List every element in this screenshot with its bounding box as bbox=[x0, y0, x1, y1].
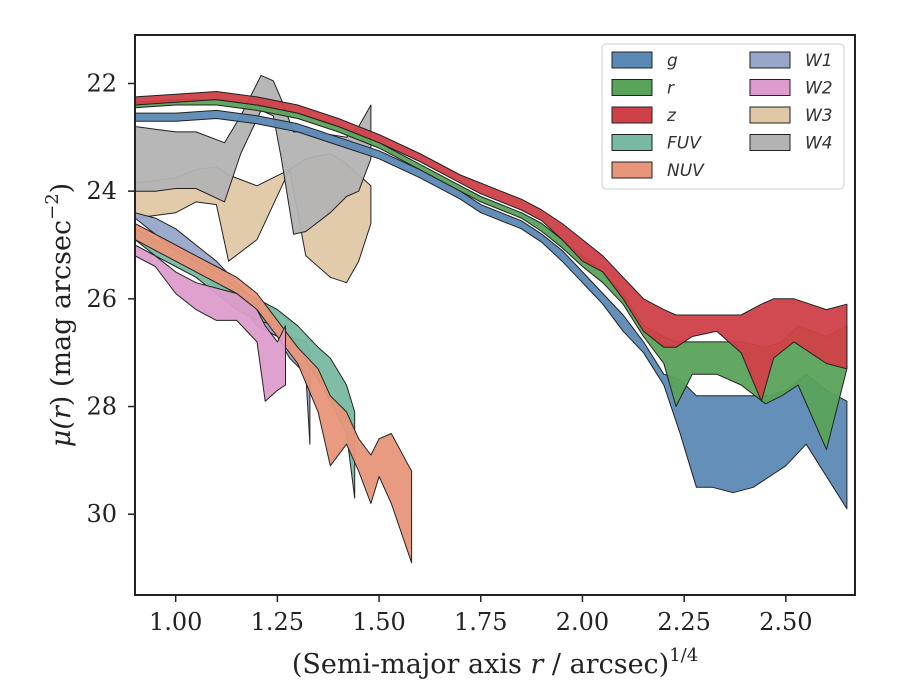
legend-swatch-w2 bbox=[749, 79, 791, 96]
x-axis-ticks: 1.00 1.25 1.50 1.75 2.00 2.25 2.50 bbox=[149, 595, 813, 636]
legend-label-nuv: NUV bbox=[667, 161, 705, 181]
x-tick-label: 1.50 bbox=[352, 608, 405, 636]
legend-label-w1: W1 bbox=[805, 51, 833, 71]
y-tick-label: 22 bbox=[86, 69, 117, 97]
legend-label-z: z bbox=[666, 106, 677, 126]
x-tick-label: 2.25 bbox=[657, 608, 710, 636]
legend-swatch-w3 bbox=[749, 106, 791, 124]
y-axis-ticks: 22 24 26 28 30 bbox=[86, 69, 135, 528]
legend-label-w3: W3 bbox=[805, 106, 833, 126]
x-tick-label: 1.25 bbox=[251, 608, 304, 636]
x-tick-label: 1.75 bbox=[454, 608, 507, 636]
legend: grz FUV NUV W1 W2 W3 W4 bbox=[601, 43, 845, 190]
plot-frame bbox=[134, 34, 856, 596]
y-tick-label: 28 bbox=[86, 393, 117, 421]
x-tick-label: 2.50 bbox=[759, 608, 812, 636]
y-axis-label: μ(r) (mag arcsec−2) bbox=[42, 183, 77, 447]
band-z bbox=[135, 91, 848, 402]
legend-label-fuv: FUV bbox=[667, 134, 702, 154]
legend-label-w2: W2 bbox=[805, 79, 833, 99]
legend-swatch-nuv bbox=[611, 161, 653, 179]
legend-label-r: r bbox=[667, 79, 675, 99]
legend-swatch-r bbox=[611, 79, 653, 96]
y-tick-label: 24 bbox=[86, 177, 117, 205]
profile-bands bbox=[135, 74, 848, 564]
band-w2 bbox=[135, 244, 286, 402]
legend-swatch-w1 bbox=[749, 51, 791, 69]
x-tick-label: 2.00 bbox=[556, 608, 609, 636]
legend-swatch-g bbox=[611, 51, 653, 69]
legend-label-g: g bbox=[667, 51, 678, 71]
legend-label-w4: W4 bbox=[805, 134, 833, 154]
y-tick-label: 26 bbox=[86, 285, 117, 313]
x-axis-label: (Semi-major axis r / arcsec)1/4 bbox=[292, 645, 698, 680]
legend-swatch-w4 bbox=[749, 134, 791, 151]
y-tick-label: 30 bbox=[86, 500, 117, 528]
x-tick-label: 1.00 bbox=[149, 608, 202, 636]
legend-swatch-z bbox=[611, 106, 653, 124]
legend-swatch-fuv bbox=[611, 134, 653, 151]
band-g bbox=[135, 109, 848, 510]
